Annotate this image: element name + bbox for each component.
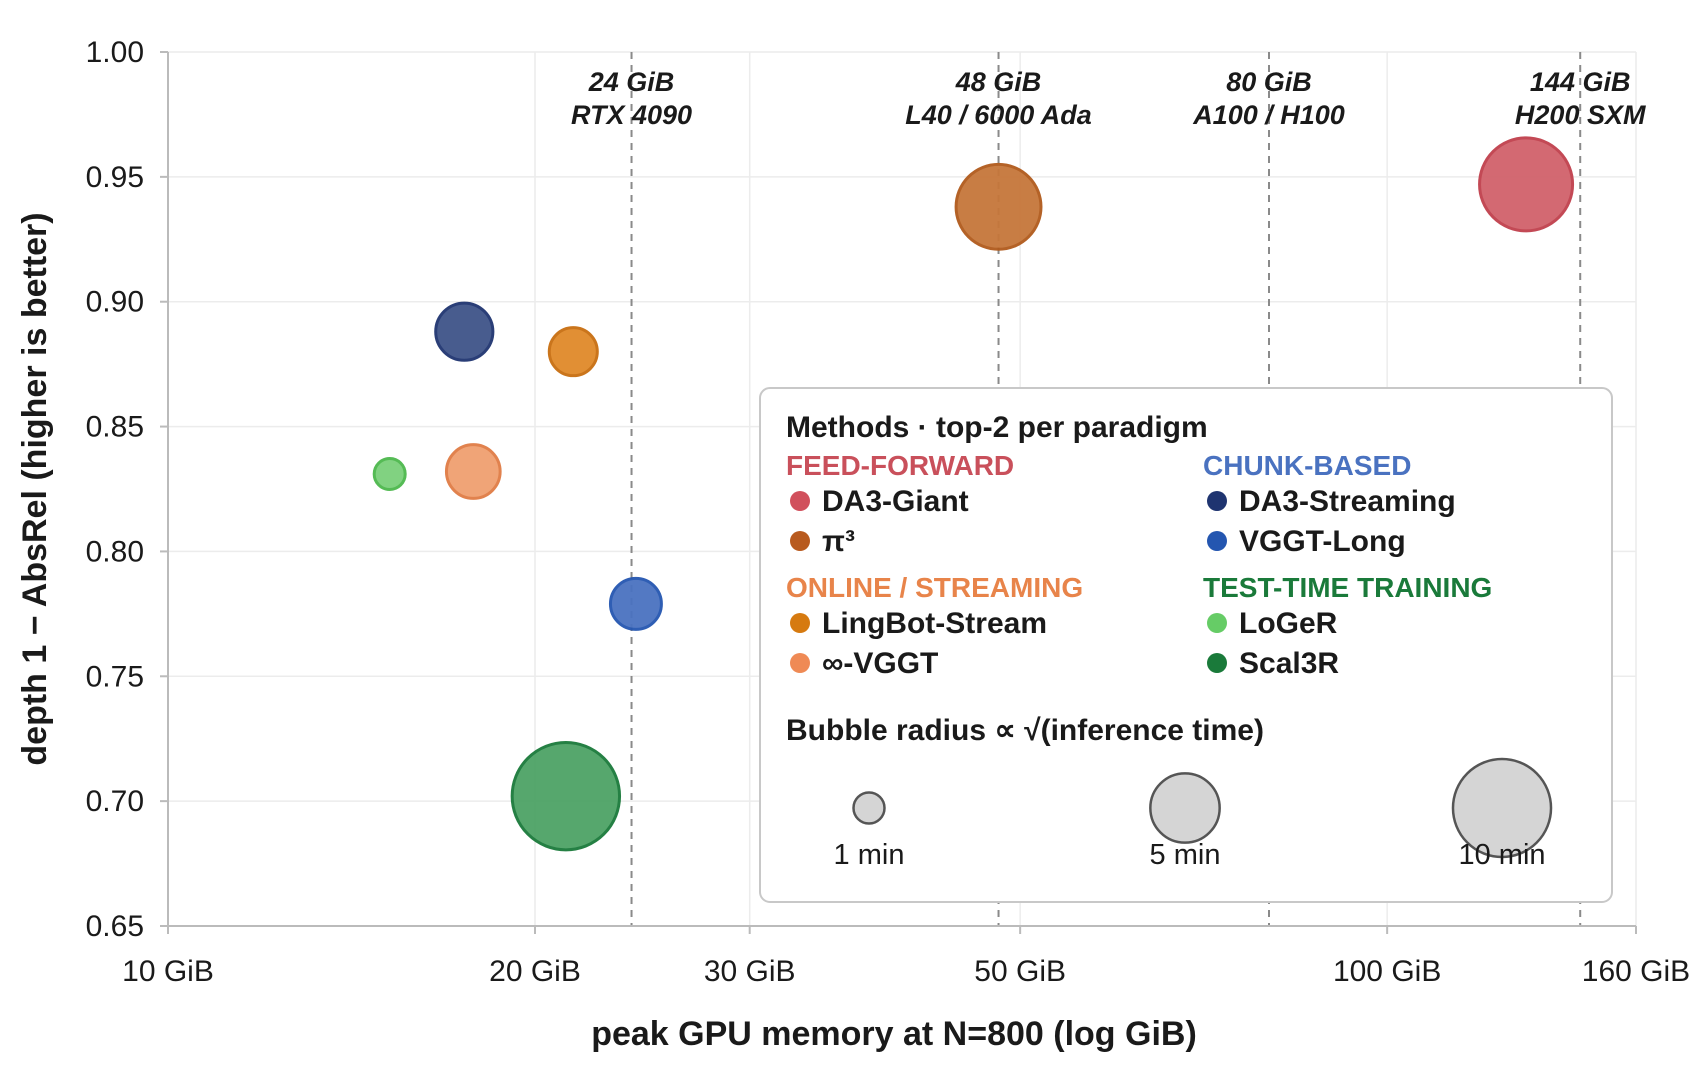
bubble-∞-VGGT — [444, 443, 502, 500]
y-tick-label: 0.75 — [86, 660, 144, 693]
legend-box — [759, 387, 1613, 903]
legend-group-label: ONLINE / STREAMING — [786, 572, 1083, 603]
gpu-name-label: H200 SXM — [1515, 100, 1646, 130]
legend-entry-label: Scal3R — [1239, 647, 1339, 680]
legend-entry-label: ∞-VGGT — [822, 647, 938, 680]
legend-group-label: FEED-FORWARD — [786, 450, 1014, 481]
y-tick-label: 0.70 — [86, 785, 144, 818]
bubble-LoGeR — [372, 457, 407, 492]
gpu-name-label: L40 / 6000 Ada — [905, 100, 1092, 130]
legend-entry-label: LoGeR — [1239, 607, 1338, 640]
legend-marker — [1207, 491, 1227, 511]
legend-entry-label: VGGT-Long — [1239, 525, 1406, 558]
y-tick-label: 0.85 — [86, 411, 144, 444]
legend-size-title: Bubble radius ∝ √(inference time) — [786, 714, 1264, 747]
legend-marker — [1207, 613, 1227, 633]
y-axis-label: depth 1 − AbsRel (higher is better) — [16, 212, 54, 765]
legend-group-label: CHUNK-BASED — [1203, 450, 1411, 481]
bubble-Scal3R — [510, 740, 622, 852]
legend-size-bubble — [852, 791, 886, 825]
y-tick-label: 0.90 — [86, 286, 144, 319]
legend-entry-label: LingBot-Stream — [822, 607, 1047, 640]
legend: Methods · top-2 per paradigm FEED-FORWARD… — [759, 387, 1613, 903]
x-tick-label: 30 GiB — [704, 955, 796, 988]
legend-size-label: 1 min — [834, 839, 905, 871]
legend-size-bubble — [1451, 757, 1553, 859]
legend-marker — [790, 531, 810, 551]
axes: 0.65 0.70 0.75 0.80 0.85 0.90 0.95 1.00 10 GiB 20… — [86, 36, 1691, 988]
gpu-memory-label: 48 GiB — [955, 67, 1042, 97]
legend-entry-label: DA3-Giant — [822, 485, 969, 518]
legend-marker — [1207, 653, 1227, 673]
y-tick-label: 1.00 — [86, 36, 144, 69]
gpu-memory-label: 24 GiB — [588, 67, 675, 97]
legend-marker — [1207, 531, 1227, 551]
bubble-VGGT-Long — [608, 576, 663, 631]
legend-title: Methods · top-2 per paradigm — [786, 411, 1208, 444]
y-tick-label: 0.65 — [86, 910, 144, 943]
x-axis-label: peak GPU memory at N=800 (log GiB) — [591, 1015, 1197, 1053]
legend-size-bubble — [1149, 772, 1221, 844]
legend-marker — [790, 491, 810, 511]
x-tick-label: 160 GiB — [1582, 955, 1690, 988]
legend-size-label: 10 min — [1458, 839, 1545, 871]
x-tick-label: 100 GiB — [1333, 955, 1441, 988]
legend-marker — [790, 653, 810, 673]
x-tick-label: 50 GiB — [974, 955, 1066, 988]
x-tick-label: 20 GiB — [489, 955, 581, 988]
gpu-name-label: A100 / H100 — [1192, 100, 1345, 130]
legend-marker — [790, 613, 810, 633]
y-tick-label: 0.80 — [86, 535, 144, 568]
bubble-LingBot-Stream — [547, 326, 599, 378]
bubble-π³ — [954, 162, 1043, 251]
bubble-DA3-Streaming — [434, 301, 495, 362]
gpu-memory-label: 144 GiB — [1530, 67, 1631, 97]
gpu-memory-label: 80 GiB — [1226, 67, 1312, 97]
legend-group-label: TEST-TIME TRAINING — [1203, 572, 1492, 603]
data-points — [372, 136, 1575, 852]
bubble-DA3-Giant — [1478, 136, 1575, 233]
legend-entry-label: DA3-Streaming — [1239, 485, 1456, 518]
legend-size-label: 5 min — [1150, 839, 1221, 871]
legend-entry-label: π³ — [822, 525, 855, 558]
gpu-name-label: RTX 4090 — [571, 100, 692, 130]
y-tick-label: 0.95 — [86, 161, 144, 194]
x-tick-label: 10 GiB — [122, 955, 214, 988]
